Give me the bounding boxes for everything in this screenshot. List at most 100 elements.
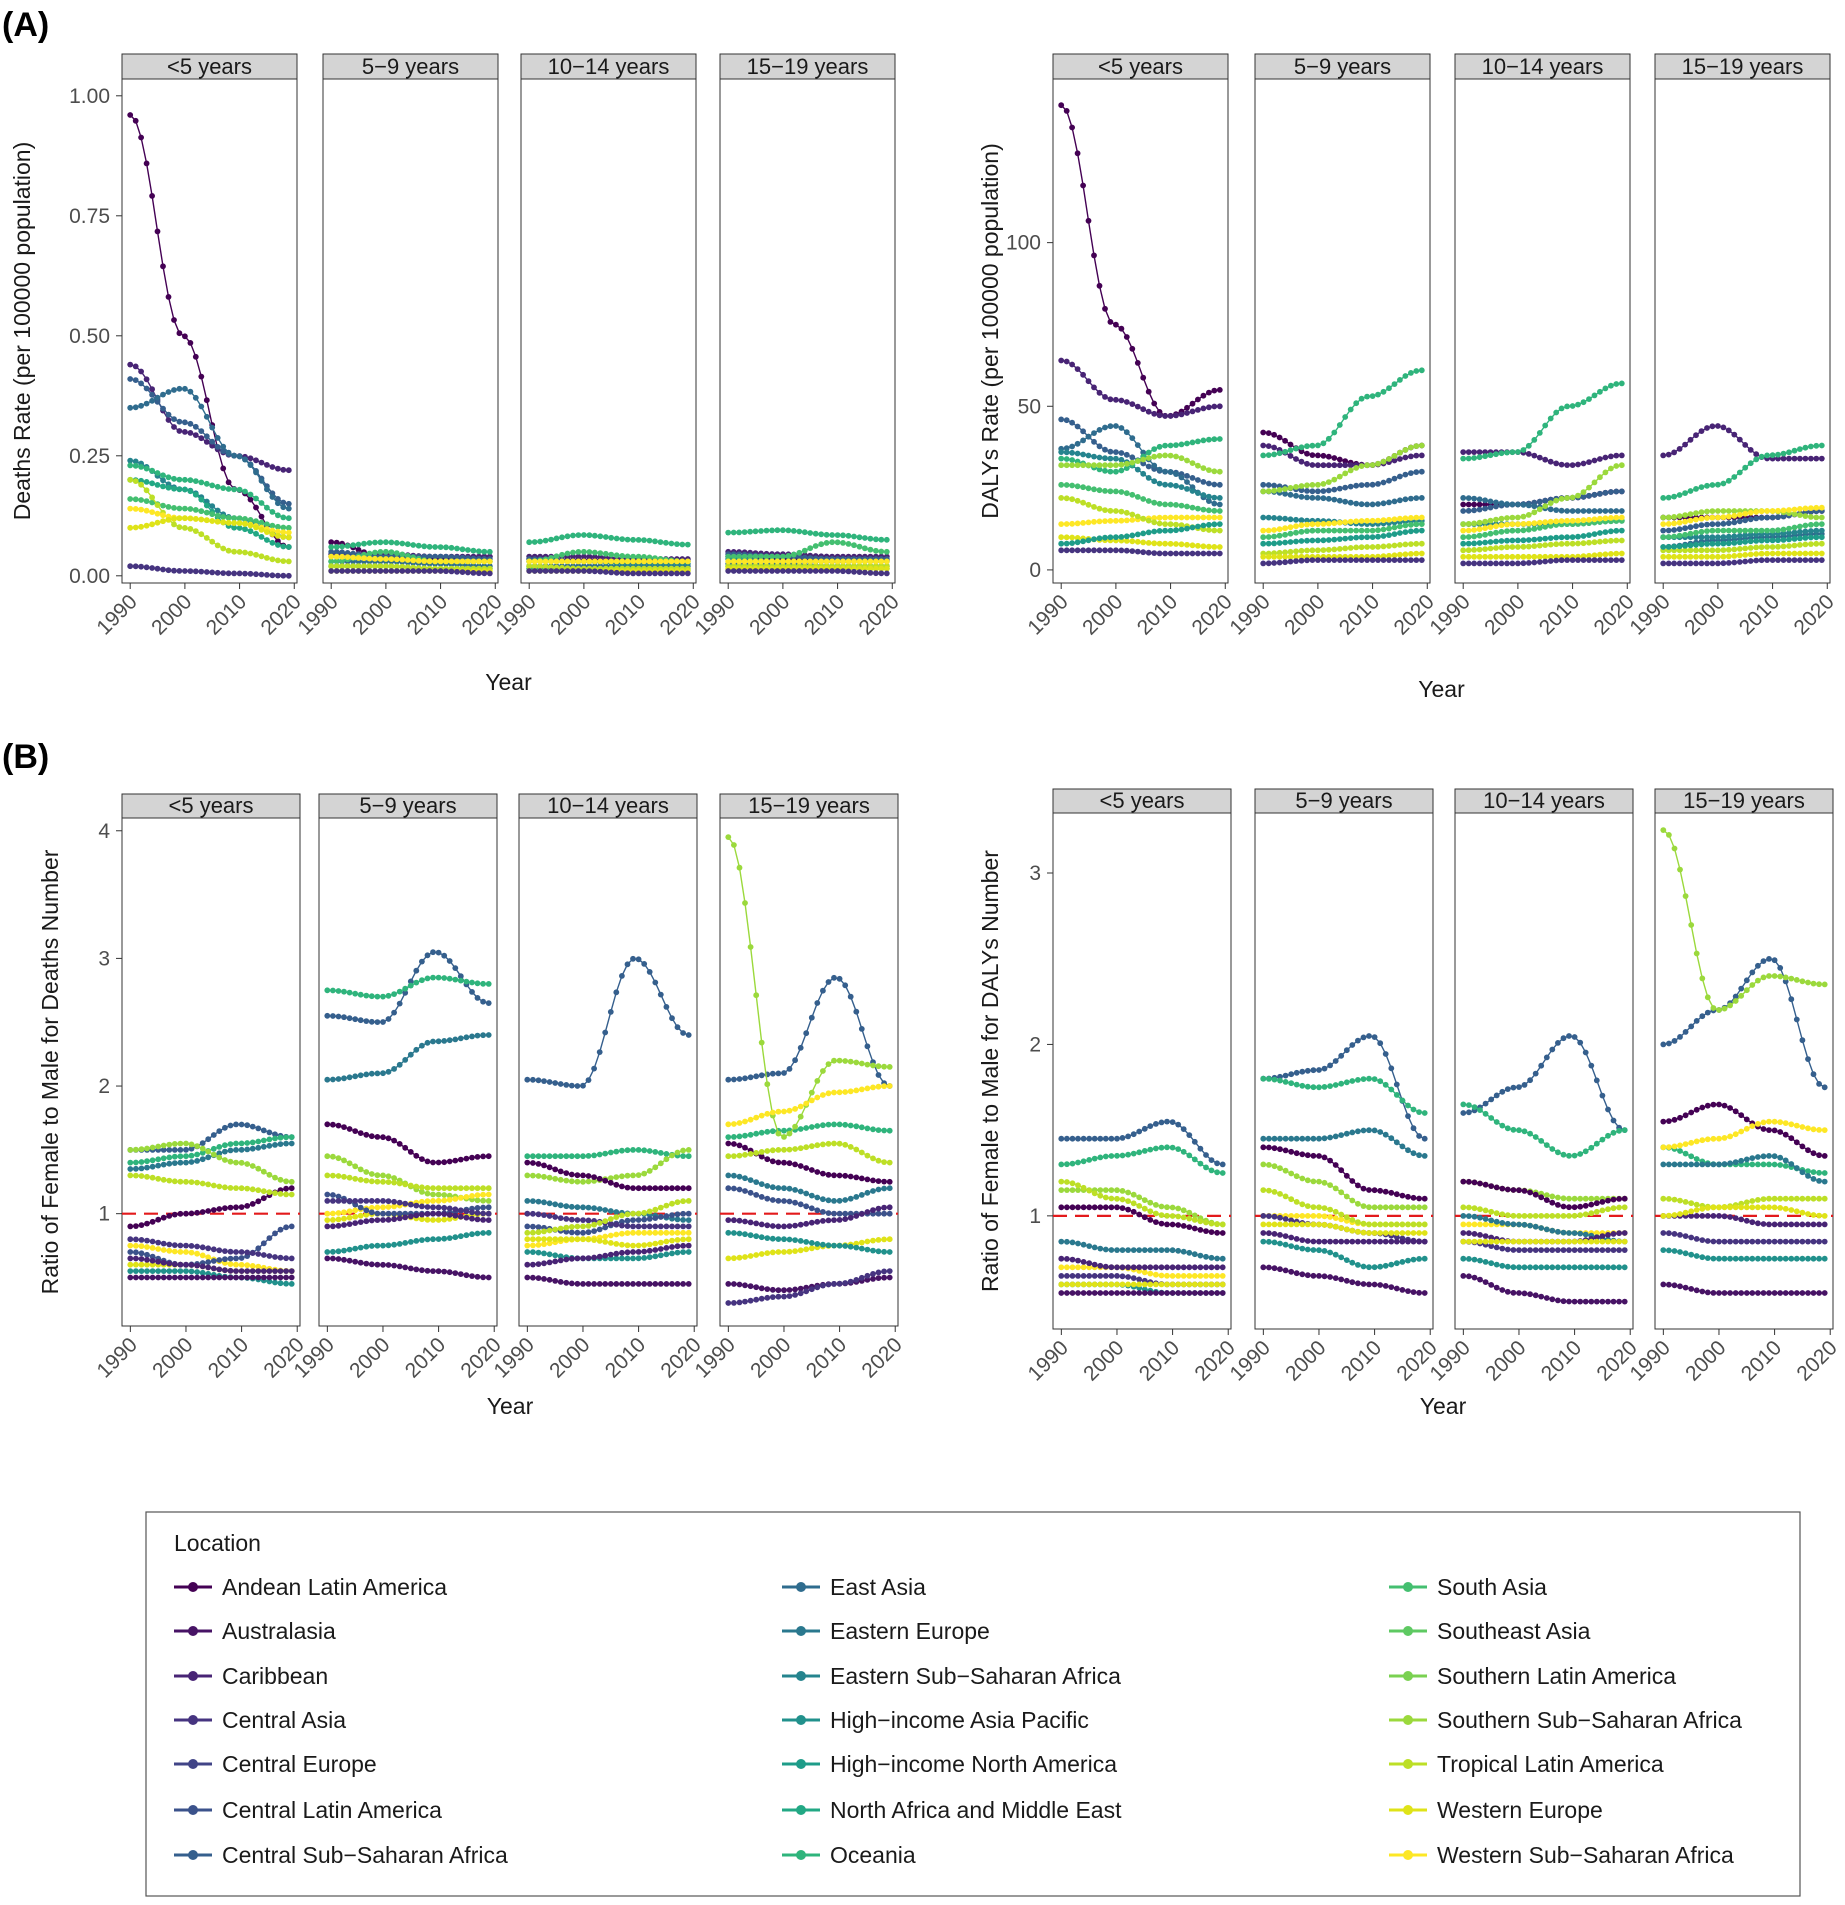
data-point [535,1198,542,1205]
data-point [330,1210,336,1217]
series-australasia [524,1274,692,1287]
data-point [1058,534,1065,541]
data-point [222,1205,228,1212]
data-point [127,1255,134,1262]
data-point [255,1268,262,1274]
data-point [1063,482,1070,488]
data-point [831,1281,837,1287]
data-point [1260,452,1267,459]
data-point [1460,501,1467,508]
data-point [1465,507,1472,514]
data-point [790,528,797,534]
data-point [454,554,460,561]
data-point [227,1185,234,1191]
data-point [669,1250,675,1257]
data-point [1211,468,1218,475]
data-point [283,1274,289,1281]
data-point [233,1147,239,1153]
data-point [283,1178,289,1185]
data-point [1391,498,1398,505]
facet-strip-label: 15−19 years [1682,54,1804,79]
data-point [875,1083,882,1090]
data-point [1107,448,1114,455]
data-point [825,1121,832,1128]
data-point [775,1070,782,1077]
data-point [220,485,227,491]
data-point [808,1124,815,1130]
data-point [624,1249,631,1256]
data-point [657,1239,664,1246]
data-point [1069,419,1075,426]
data-point [1482,518,1488,525]
data-point [1304,537,1310,544]
data-point [775,1130,782,1137]
data-point [363,1243,370,1250]
data-point [669,1015,675,1022]
data-point [374,1261,381,1268]
data-point [1547,518,1554,525]
data-point [546,1153,553,1160]
data-point [1162,413,1168,419]
data-point [1564,517,1570,524]
data-point [269,539,276,546]
data-point [346,1198,353,1204]
data-point [374,1019,381,1025]
data-point [220,443,227,450]
data-point [459,558,466,565]
data-point [602,1150,609,1157]
data-point [1096,282,1103,289]
data-point [858,1192,865,1198]
data-point [1391,542,1398,549]
data-point [836,1057,843,1064]
data-point [1134,466,1141,473]
data-point [1216,403,1223,410]
data-point [419,1184,425,1191]
data-point [858,1026,865,1032]
data-point [1162,550,1168,557]
data-point [1769,544,1776,550]
data-point [165,417,172,423]
data-point [339,553,345,560]
data-point [1298,517,1305,524]
data-point [222,1157,228,1163]
data-point [875,1127,882,1133]
data-point [613,1148,620,1155]
data-point [127,404,134,411]
facet-strip [1254,53,1431,80]
data-point [385,1016,392,1022]
data-point [812,530,819,537]
data-point [171,1261,178,1268]
data-point [1553,460,1560,467]
data-point [1336,456,1343,463]
data-point [663,1004,670,1010]
data-point [1660,514,1667,521]
series-caribbean [1058,357,1223,419]
data-point [624,1217,631,1224]
data-point [1704,521,1710,528]
data-point [775,1287,782,1294]
data-point [1304,557,1310,564]
data-point [1271,451,1277,458]
data-point [1780,450,1787,457]
data-point [1786,449,1792,456]
data-point [424,1039,431,1046]
data-point [1797,512,1803,518]
data-point [435,1204,442,1211]
data-point [328,568,335,574]
series-south-asia [725,539,890,560]
data-point [607,1232,614,1239]
data-point [1369,527,1376,534]
data-point [1618,452,1625,459]
data-point [1216,514,1223,521]
data-point [368,1178,375,1185]
data-point [352,1220,359,1226]
data-point [786,1293,793,1299]
data-point [1195,505,1201,512]
data-point [552,1201,559,1208]
data-point [769,1109,776,1116]
data-point [1397,557,1403,563]
data-point [1265,553,1272,560]
series-southern-sub-saharan-africa [1260,442,1425,495]
data-point [886,1236,893,1243]
data-point [1271,553,1277,560]
